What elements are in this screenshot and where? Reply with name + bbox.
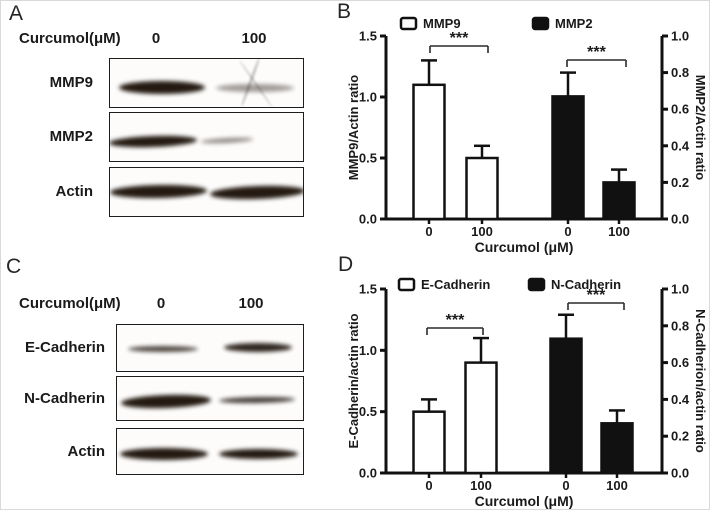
blot-band — [119, 80, 206, 94]
panel-label-B: B — [337, 0, 352, 23]
dose-label: 0 — [151, 30, 161, 47]
bar-N-Cadherin-0 — [549, 337, 583, 475]
left-tick-label: 1.0 — [359, 343, 377, 358]
right-tick-label: 0.4 — [671, 392, 690, 407]
bar-MMP9-100 — [465, 156, 499, 221]
left-tick-label: 0.5 — [359, 404, 377, 419]
blot-box — [116, 428, 304, 475]
significance-stars: *** — [587, 287, 606, 304]
legend-swatch-E-Cadherin — [397, 277, 416, 292]
chart-b-svg: 0.00.51.01.50.00.20.40.60.81.00 100 0 100Cu… — [346, 16, 708, 255]
left-axis-title: E-Cadherin/actin ratio — [346, 313, 361, 448]
significance-stars: *** — [450, 30, 469, 47]
blot-band — [110, 134, 198, 149]
blot-row-label: MMP2 — [49, 128, 93, 145]
dose-label: 100 — [241, 30, 267, 47]
blot-band — [128, 345, 199, 352]
blot-band — [200, 136, 254, 145]
treatment-label: Curcumol(μM) — [19, 295, 121, 312]
left-tick-label: 0.5 — [359, 151, 377, 166]
right-tick-label: 0.0 — [671, 212, 689, 227]
legend-label: N-Cadherin — [551, 277, 621, 292]
treatment-label: Curcumol(μM) — [19, 30, 121, 47]
right-axis-title: N-Cadherion/actin ratio — [693, 309, 708, 453]
left-tick-label: 0.0 — [359, 212, 377, 227]
x-category-label: 100 — [606, 478, 628, 493]
bar-E-Cadherin-100 — [464, 361, 498, 475]
x-category-label: 100 — [608, 224, 630, 239]
left-tick-label: 1.0 — [359, 90, 377, 105]
right-tick-label: 0.6 — [671, 355, 689, 370]
blot-band — [120, 447, 208, 460]
bar-MMP9-0 — [412, 83, 446, 221]
blot-box — [116, 376, 304, 421]
panel-label-C: C — [6, 255, 22, 278]
blot-band — [110, 184, 208, 199]
legend-label: MMP2 — [555, 16, 593, 31]
blot-box — [109, 58, 304, 108]
chart-d-svg: 0.00.51.01.50.00.20.40.60.81.00 100 0 100Cu… — [346, 277, 708, 509]
bar-N-Cadherin-100 — [600, 422, 634, 475]
left-tick-label: 0.0 — [359, 466, 377, 481]
blot-box — [116, 324, 304, 372]
dose-label: 100 — [238, 295, 264, 312]
x-category-label: 0 — [425, 478, 432, 493]
x-axis-title: Curcumol (μM) — [475, 493, 574, 509]
panel-label-A: A — [9, 2, 24, 25]
blot-row-label: Actin — [55, 183, 94, 200]
right-tick-label: 0.2 — [671, 175, 689, 190]
chart-b: 0.0 0.5 1.0 1.5 0.0 0.2 0.4 0.6 0.8 1.0 0 100 0 100 Cu… — [346, 1, 709, 256]
blot-row-label: MMP9 — [49, 74, 93, 91]
panel-label-D: D — [338, 253, 354, 276]
legend-swatch-N-Cadherin — [527, 277, 546, 292]
legend-swatch-MMP2 — [531, 16, 550, 31]
dose-label: 0 — [156, 295, 166, 312]
blot-band — [216, 84, 295, 92]
x-category-label: 100 — [470, 478, 492, 493]
blot-band — [218, 448, 298, 459]
blot-row-label: E-Cadherin — [24, 339, 105, 356]
blot-band — [219, 396, 296, 405]
bar-E-Cadherin-0 — [412, 410, 446, 475]
x-category-label: 0 — [564, 224, 571, 239]
blot-band — [209, 184, 303, 201]
blot-row-label: Actin — [67, 442, 106, 460]
right-tick-label: 0.4 — [671, 138, 690, 153]
x-category-label: 0 — [425, 224, 432, 239]
right-axis-title: MMP2/Actin ratio — [693, 75, 708, 181]
bar-MMP2-100 — [602, 181, 636, 221]
blot-band — [120, 393, 212, 410]
chart-d: 0.0 0.5 1.0 1.5 0.0 0.2 0.4 0.6 0.8 1.0 0 100 0 100 Cu… — [346, 256, 709, 509]
legend-label: MMP9 — [423, 16, 461, 31]
blot-box — [109, 112, 304, 162]
x-category-label: 100 — [471, 224, 493, 239]
right-tick-label: 0.2 — [671, 429, 689, 444]
right-tick-label: 1.0 — [671, 282, 689, 297]
left-axis-title: MMP9/Actin ratio — [346, 75, 361, 181]
right-tick-label: 1.0 — [671, 29, 689, 44]
blot-band — [224, 343, 292, 353]
x-category-label: 0 — [562, 478, 569, 493]
legend-label: E-Cadherin — [421, 277, 490, 292]
right-tick-label: 0.6 — [671, 102, 689, 117]
x-axis-title: Curcumol (μM) — [475, 239, 574, 255]
left-tick-label: 1.5 — [359, 29, 377, 44]
significance-stars: *** — [587, 44, 606, 61]
left-tick-label: 1.5 — [359, 282, 377, 297]
right-tick-label: 0.8 — [671, 65, 689, 80]
right-tick-label: 0.0 — [671, 466, 689, 481]
significance-stars: *** — [446, 312, 465, 329]
legend-swatch-MMP9 — [399, 16, 418, 31]
bar-MMP2-0 — [551, 95, 585, 221]
right-tick-label: 0.8 — [671, 318, 689, 333]
blot-box — [109, 167, 304, 217]
blot-row-label: N-Cadherin — [24, 389, 105, 407]
